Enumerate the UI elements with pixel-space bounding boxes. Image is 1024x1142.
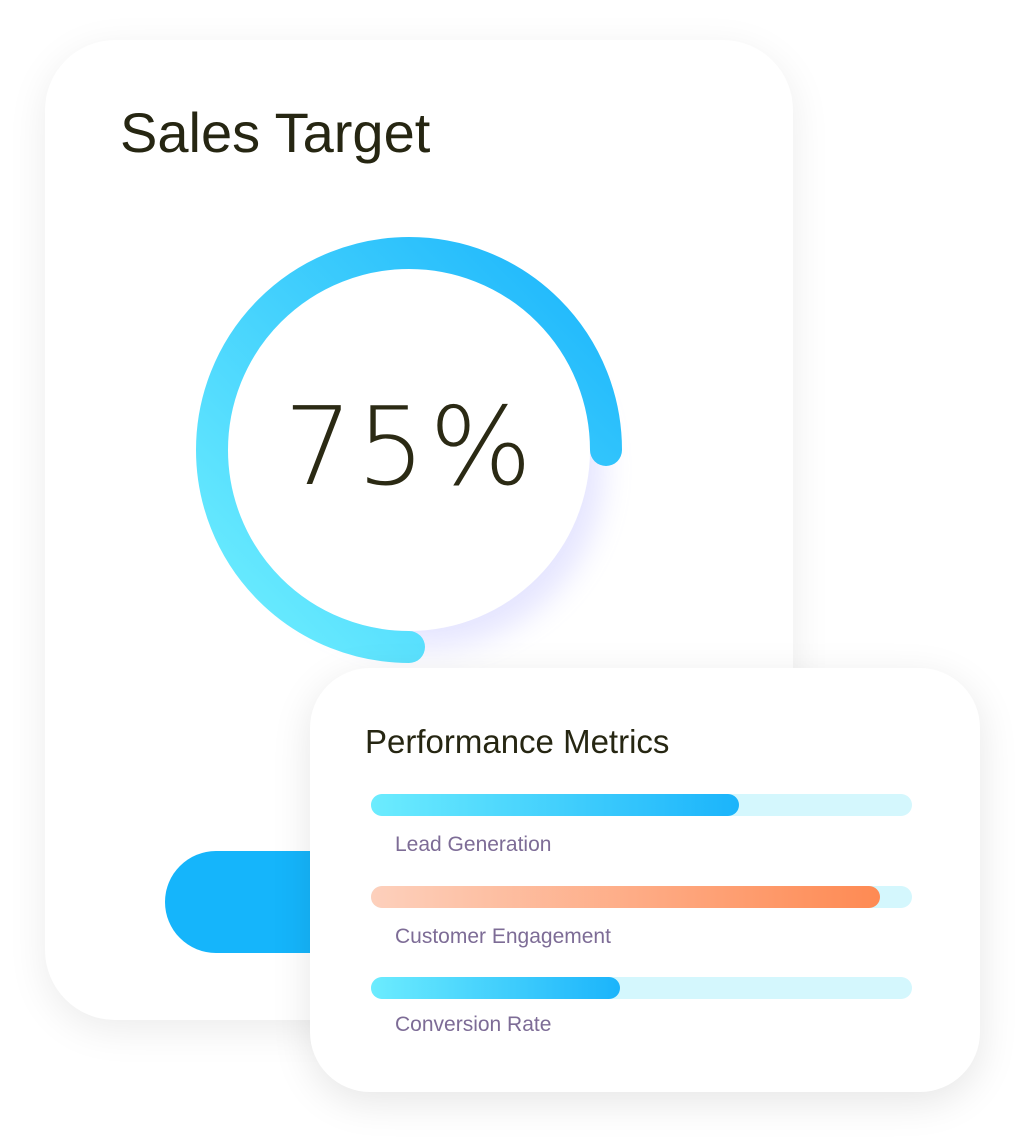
progress-fill (371, 977, 620, 999)
gauge-inner-circle (228, 269, 590, 631)
sales-progress-gauge (196, 237, 622, 663)
sales-target-title: Sales Target (120, 101, 431, 164)
progress-fill (371, 886, 880, 908)
customer-engagement-progress-bar (371, 886, 912, 908)
progress-fill (371, 794, 739, 816)
conversion-rate-label: Conversion Rate (395, 1013, 552, 1036)
performance-metrics-card: Performance Metrics Lead Generation Cust… (310, 668, 980, 1092)
conversion-rate-progress-bar (371, 977, 912, 999)
sales-progress-value: 75% (283, 385, 537, 510)
lead-generation-progress-bar (371, 794, 912, 816)
customer-engagement-label: Customer Engagement (395, 925, 611, 948)
lead-generation-label: Lead Generation (395, 833, 552, 856)
gauge-progress-arc (196, 237, 622, 663)
performance-metrics-title: Performance Metrics (365, 723, 670, 760)
